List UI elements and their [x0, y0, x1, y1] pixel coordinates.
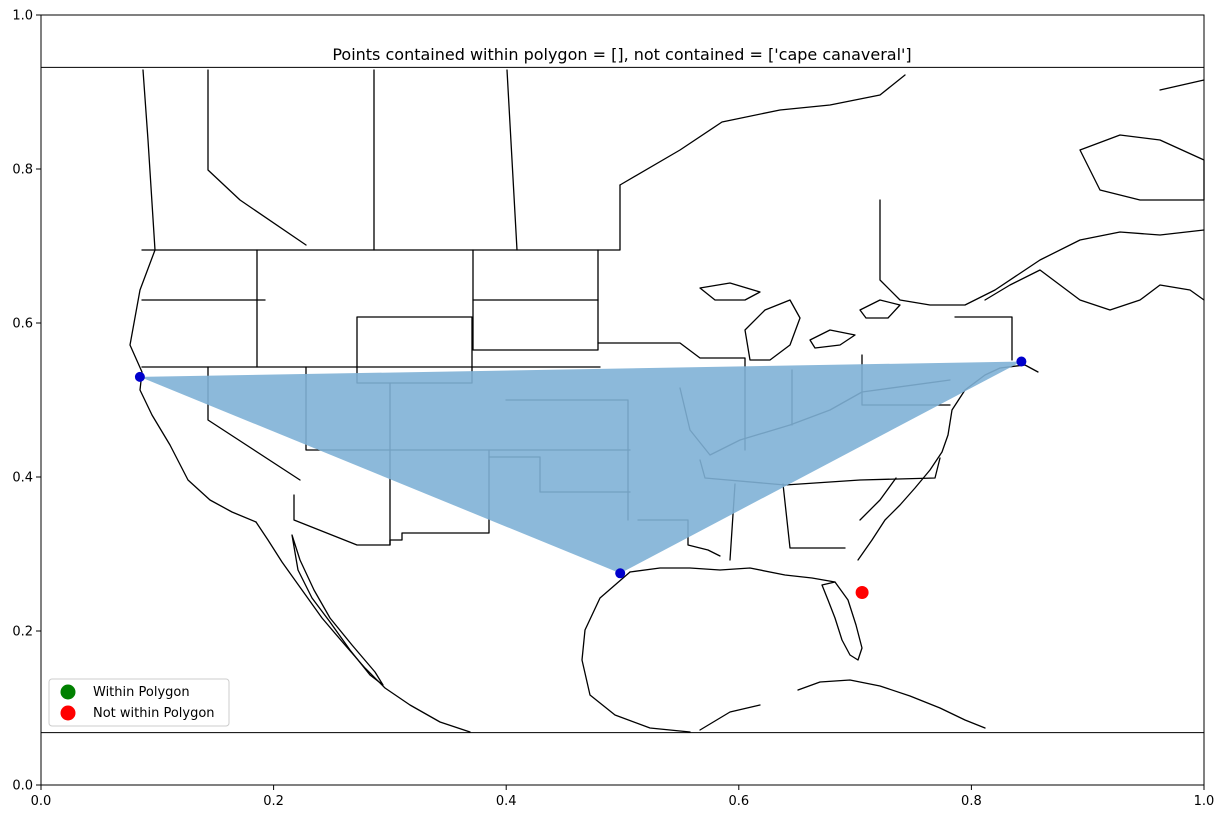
test-point [855, 586, 869, 599]
y-axis: 0.0 0.2 0.4 0.6 0.8 1.0 [12, 9, 41, 794]
map-outline [984, 269, 1205, 311]
map-outline [506, 69, 518, 251]
legend-label-within: Within Polygon [93, 685, 190, 700]
x-tick-label: 0.8 [961, 794, 982, 809]
map-outline [782, 483, 846, 549]
axes-frame [40, 14, 1205, 786]
map-outline [954, 316, 1013, 361]
map-outline [629, 567, 836, 583]
map-outline [581, 571, 691, 733]
map-outline [291, 534, 384, 686]
y-tick-label: 0.4 [12, 471, 33, 486]
legend-label-not-within: Not within Polygon [93, 706, 215, 721]
map-outline [744, 299, 801, 361]
polygon-vertex [1016, 356, 1027, 367]
map-outline [619, 74, 906, 186]
map-frame [41, 66, 1204, 734]
map-outline [859, 299, 901, 319]
polygon-layer [139, 361, 1022, 574]
chart-title: Points contained within polygon = [], no… [332, 45, 911, 64]
polygon-vertex [134, 371, 145, 382]
map-outline [293, 449, 490, 546]
y-tick-label: 0.0 [12, 779, 33, 794]
map-outline [797, 679, 986, 729]
map-outline [879, 199, 1205, 306]
y-tick-label: 1.0 [12, 9, 33, 24]
legend: Within Polygon Not within Polygon [48, 678, 230, 727]
x-tick-label: 0.6 [728, 794, 749, 809]
legend-marker-not-within [60, 705, 76, 721]
y-tick-label: 0.8 [12, 163, 33, 178]
map-outline [141, 184, 621, 251]
map-outline [207, 69, 307, 246]
map-outline [821, 581, 863, 661]
map-outline [255, 521, 471, 733]
x-tick-label: 0.2 [263, 794, 284, 809]
map-outline [699, 704, 761, 731]
route-polygon [139, 361, 1022, 574]
points-layer [134, 356, 1027, 599]
map-outline [859, 477, 897, 521]
x-tick-label: 1.0 [1194, 794, 1215, 809]
x-tick-label: 0.0 [31, 794, 52, 809]
legend-marker-within [60, 684, 76, 700]
x-tick-label: 0.4 [496, 794, 517, 809]
x-axis: 0.0 0.2 0.4 0.6 0.8 1.0 [31, 785, 1215, 809]
map-outline [597, 342, 746, 371]
legend-box [48, 678, 230, 727]
map-outline [699, 282, 761, 301]
y-tick-label: 0.6 [12, 317, 33, 332]
map-outline [1159, 79, 1205, 91]
y-tick-label: 0.2 [12, 625, 33, 640]
map-outline [809, 329, 856, 349]
polygon-vertex [615, 568, 626, 579]
